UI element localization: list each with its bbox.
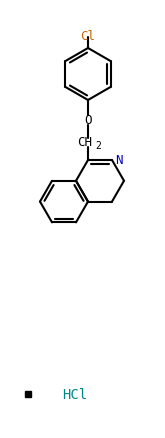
Text: Cl: Cl bbox=[81, 29, 96, 42]
Text: HCl: HCl bbox=[62, 387, 88, 401]
Text: O: O bbox=[84, 114, 92, 127]
Text: CH: CH bbox=[78, 136, 93, 149]
Text: 2: 2 bbox=[95, 141, 101, 151]
Text: N: N bbox=[115, 154, 123, 167]
